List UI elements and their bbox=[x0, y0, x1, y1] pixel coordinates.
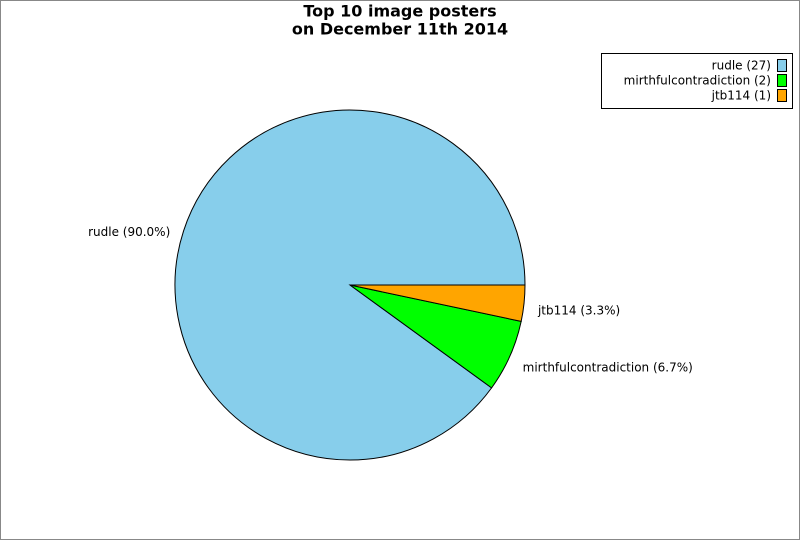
chart-title: on December 11th 2014 bbox=[292, 20, 508, 39]
chart-title: Top 10 image posters bbox=[303, 2, 496, 21]
legend-swatch bbox=[777, 59, 787, 72]
slice-label: rudle (90.0%) bbox=[88, 225, 170, 239]
legend-box bbox=[601, 53, 793, 109]
slice-label: mirthfulcontradiction (6.7%) bbox=[523, 360, 693, 374]
pie-slice bbox=[349, 284, 526, 322]
legend-swatch bbox=[777, 89, 787, 102]
legend-label: mirthfulcontradiction (2) bbox=[624, 74, 771, 88]
legend-label: rudle (27) bbox=[712, 59, 771, 73]
legend-swatch bbox=[777, 74, 787, 87]
slice-label: jtb114 (3.3%) bbox=[537, 303, 620, 317]
legend-label: jtb114 (1) bbox=[711, 89, 771, 103]
